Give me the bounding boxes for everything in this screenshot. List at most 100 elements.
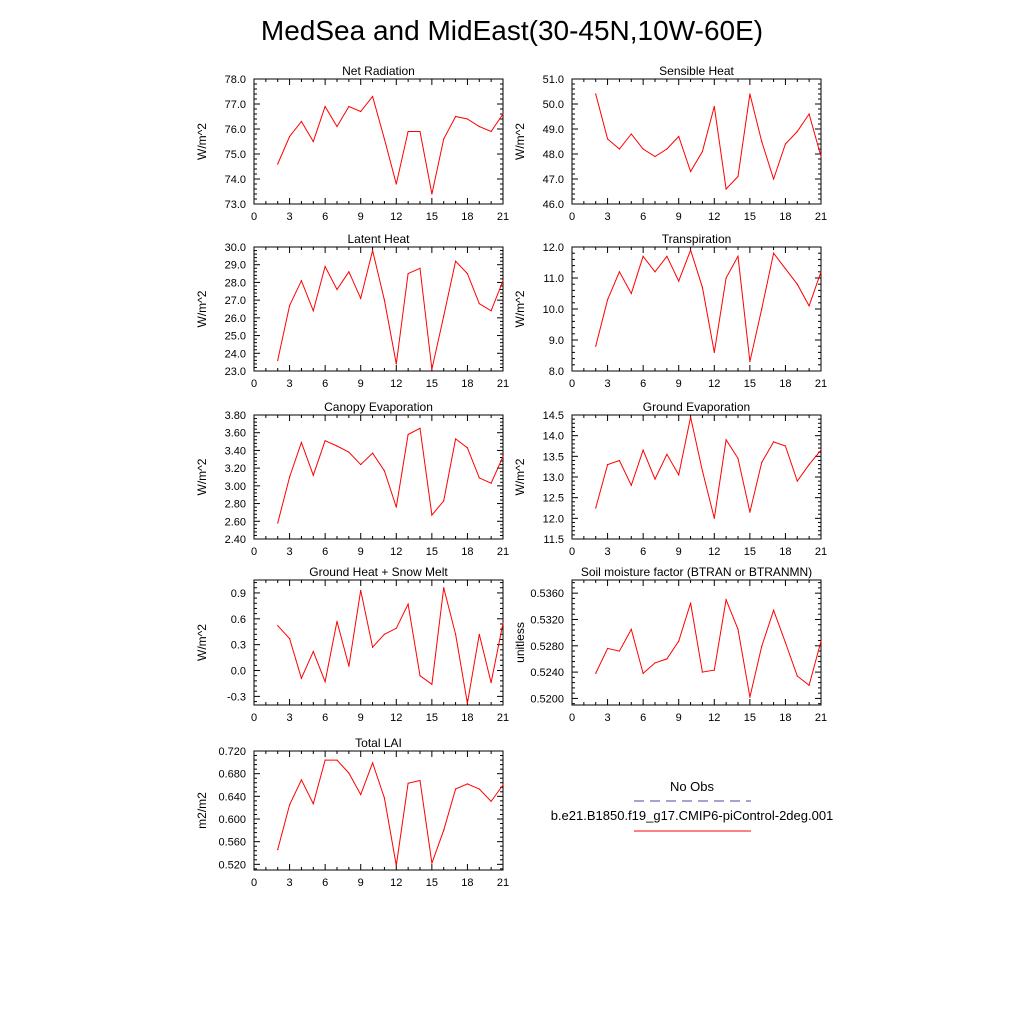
data-point xyxy=(419,779,421,782)
series-line xyxy=(595,93,822,191)
panel-title: Total LAI xyxy=(355,736,402,750)
data-point xyxy=(407,433,409,436)
data-point xyxy=(713,669,715,671)
data-point xyxy=(360,589,362,591)
y-tick-label: 2.80 xyxy=(225,499,246,511)
x-tick-label: 12 xyxy=(708,211,720,223)
data-point xyxy=(300,441,303,444)
x-tick-label: 3 xyxy=(605,211,611,223)
panel-title: Sensible Heat xyxy=(659,64,734,78)
x-tick-label: 18 xyxy=(461,211,473,223)
y-tick-label: 0.680 xyxy=(218,769,246,781)
x-tick-label: 9 xyxy=(358,877,364,889)
x-tick-label: 18 xyxy=(779,712,791,724)
data-point xyxy=(443,138,445,140)
data-point xyxy=(761,645,763,648)
data-point xyxy=(666,658,668,660)
data-point xyxy=(336,288,338,291)
y-tick-label: 12.5 xyxy=(543,493,564,505)
data-point xyxy=(288,638,291,640)
data-point xyxy=(312,650,314,653)
x-tick-label: 6 xyxy=(322,378,328,390)
x-tick-label: 15 xyxy=(426,211,438,223)
data-point xyxy=(466,447,469,449)
x-tick-label: 18 xyxy=(461,378,473,390)
x-tick-label: 0 xyxy=(569,211,575,223)
y-tick-label: 14.0 xyxy=(543,431,564,443)
plot-frame xyxy=(253,579,504,706)
x-tick-label: 3 xyxy=(605,546,611,558)
x-tick-label: 6 xyxy=(322,546,328,558)
x-tick-label: 21 xyxy=(497,877,509,889)
y-tick-label: 11.5 xyxy=(543,534,564,546)
data-point xyxy=(443,500,445,502)
data-point xyxy=(277,625,279,627)
data-point xyxy=(490,681,492,684)
plot-frame xyxy=(253,414,504,540)
y-tick-label: 8.0 xyxy=(549,366,564,378)
data-point xyxy=(796,675,798,677)
data-point xyxy=(678,474,680,476)
data-point xyxy=(288,804,291,806)
data-point xyxy=(618,271,621,273)
y-tick-label: 30.0 xyxy=(225,242,246,254)
y-tick-label: 9.0 xyxy=(549,335,564,347)
data-point xyxy=(360,464,362,466)
data-point xyxy=(772,441,775,443)
data-point xyxy=(606,299,609,301)
x-tick-label: 12 xyxy=(708,712,720,724)
data-point xyxy=(288,304,291,307)
data-point xyxy=(324,759,326,761)
y-axis-label: W/m^2 xyxy=(195,290,209,327)
x-tick-label: 21 xyxy=(497,712,509,724)
data-point xyxy=(277,163,279,165)
x-tick-label: 6 xyxy=(640,712,646,724)
x-tick-label: 6 xyxy=(322,211,328,223)
data-point xyxy=(383,138,386,140)
series-line xyxy=(595,248,822,362)
data-point xyxy=(784,143,787,145)
data-point xyxy=(595,672,597,675)
data-point xyxy=(395,864,397,867)
data-point xyxy=(678,135,680,138)
x-tick-label: 9 xyxy=(676,211,682,223)
x-tick-label: 9 xyxy=(358,211,364,223)
series-line xyxy=(595,416,822,519)
data-point xyxy=(713,105,715,108)
data-point xyxy=(725,188,727,190)
x-tick-label: 15 xyxy=(744,712,756,724)
legend-model-label: b.e21.B1850.f19_g17.CMIP6-piControl-2deg… xyxy=(551,808,834,823)
data-point xyxy=(312,140,314,143)
x-tick-label: 6 xyxy=(322,712,328,724)
x-tick-label: 21 xyxy=(815,211,827,223)
y-tick-label: 3.00 xyxy=(225,481,246,493)
y-tick-label: 0.5280 xyxy=(530,641,564,653)
x-tick-label: 21 xyxy=(497,546,509,558)
data-point xyxy=(312,474,314,476)
data-point xyxy=(772,252,775,254)
series-line xyxy=(595,597,822,698)
data-point xyxy=(466,783,469,785)
plot-frame xyxy=(571,579,822,706)
x-tick-label: 18 xyxy=(779,546,791,558)
data-point xyxy=(749,696,751,698)
x-tick-label: 9 xyxy=(358,546,364,558)
data-point xyxy=(348,105,350,108)
data-point xyxy=(725,599,727,601)
data-point xyxy=(348,451,350,453)
plot-frame xyxy=(253,750,504,871)
y-axis-label: m2/m2 xyxy=(195,792,209,829)
data-point xyxy=(478,125,480,128)
y-axis-label: W/m^2 xyxy=(513,290,527,327)
data-point xyxy=(618,650,621,652)
x-tick-label: 0 xyxy=(251,546,257,558)
x-tick-label: 6 xyxy=(640,546,646,558)
data-point xyxy=(348,772,350,774)
x-tick-label: 3 xyxy=(287,877,293,889)
data-point xyxy=(808,113,810,115)
x-tick-label: 12 xyxy=(708,546,720,558)
x-tick-label: 3 xyxy=(287,211,293,223)
y-tick-label: 11.0 xyxy=(543,273,564,285)
x-tick-label: 6 xyxy=(640,211,646,223)
data-point xyxy=(666,148,668,150)
